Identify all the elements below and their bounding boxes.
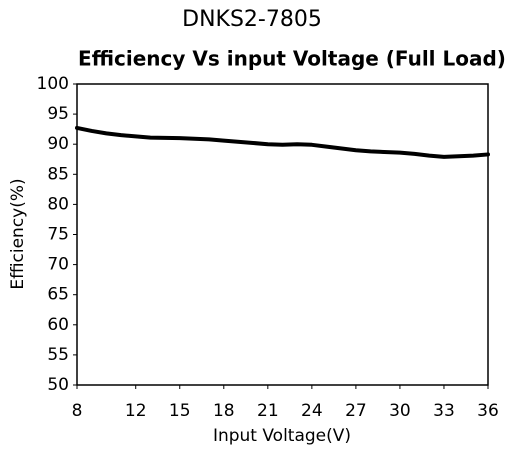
x-tick-label: 21 <box>257 401 279 421</box>
x-axis-label: Input Voltage(V) <box>213 426 351 446</box>
y-tick-label: 70 <box>47 255 69 275</box>
x-tick-label: 12 <box>125 401 147 421</box>
y-tick-label: 85 <box>47 164 69 184</box>
y-tick-label: 65 <box>47 285 69 305</box>
x-tick-label: 33 <box>433 401 455 421</box>
chart-title: DNKS2-7805 <box>182 7 322 32</box>
x-tick-label: 18 <box>213 401 235 421</box>
y-tick-label: 50 <box>47 375 69 395</box>
chart-subtitle: Efficiency Vs input Voltage (Full Load) <box>78 47 505 71</box>
x-tick-label: 8 <box>72 401 83 421</box>
y-tick-label: 75 <box>47 225 69 245</box>
x-tick-label: 30 <box>389 401 411 421</box>
x-tick-label: 15 <box>169 401 191 421</box>
y-tick-label: 100 <box>37 74 69 94</box>
plot-frame <box>76 83 489 386</box>
x-tick-label: 24 <box>301 401 323 421</box>
y-tick-label: 80 <box>47 194 69 214</box>
y-axis-label: Efficiency(%) <box>8 178 28 289</box>
x-tick-label: 36 <box>477 401 499 421</box>
line <box>75 125 490 159</box>
y-tick-label: 60 <box>47 315 69 335</box>
y-tick-label: 90 <box>47 134 69 154</box>
y-tick-label: 55 <box>47 345 69 365</box>
y-tick-label: 95 <box>47 104 69 124</box>
x-tick-label: 27 <box>345 401 367 421</box>
